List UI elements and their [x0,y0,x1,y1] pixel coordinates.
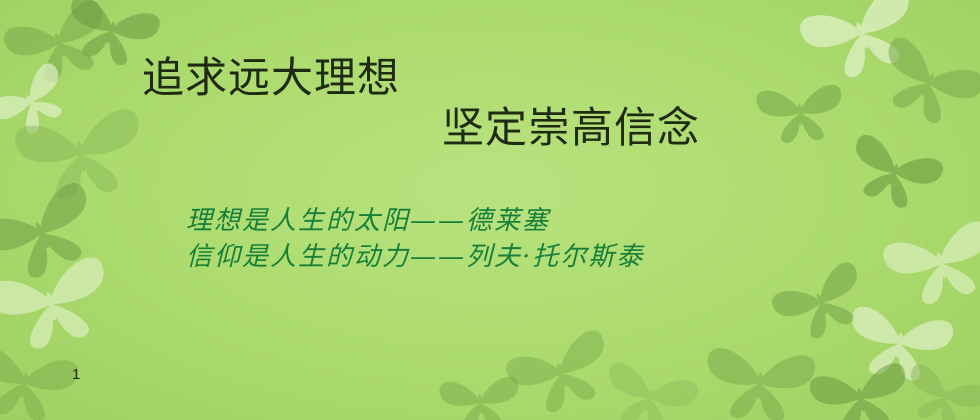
quote-line-1: 理想是人生的太阳——德莱塞 [186,206,551,236]
slide-title-line-1: 追求远大理想 [142,53,401,102]
butterfly-icon [0,254,119,359]
butterfly-icon [840,132,946,218]
butterfly-icon [438,375,523,420]
slide-page-number: 1 [72,366,81,383]
butterfly-icon [702,347,817,420]
quote-line-2: 信仰是人生的动力——列夫·托尔斯泰 [186,242,645,272]
butterfly-icon [502,327,621,420]
butterfly-icon [808,361,914,420]
butterfly-icon [0,344,80,420]
butterfly-icon [880,218,980,313]
slide-title-line-2: 坚定崇高信念 [442,103,701,152]
butterfly-icon [755,84,846,146]
butterfly-icon [768,259,876,350]
butterfly-icon [597,360,700,420]
